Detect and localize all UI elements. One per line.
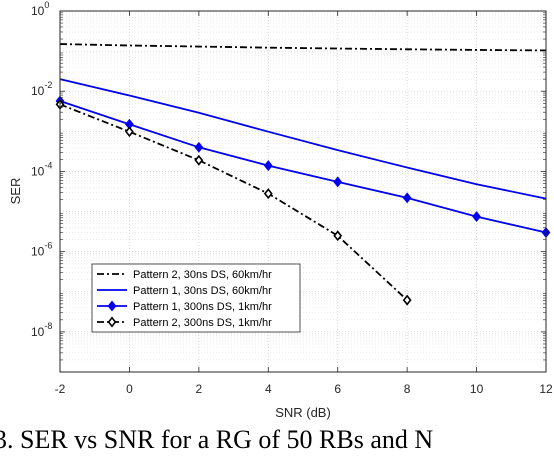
x-tick-labels: -2 0 2 4 6 8 10 12 xyxy=(55,382,553,396)
y-tick-label: 10-4 xyxy=(31,160,52,178)
x-tick-label: 2 xyxy=(196,382,203,396)
x-tick-label: 6 xyxy=(334,382,341,396)
series-2 xyxy=(59,78,547,200)
series-1 xyxy=(59,43,547,52)
series-line xyxy=(59,103,408,301)
x-tick-label: 12 xyxy=(539,382,553,396)
legend-label: Pattern 2, 300ns DS, 1km/hr xyxy=(133,317,272,329)
y-tick-base: 10 xyxy=(31,84,45,98)
data-point xyxy=(402,192,412,204)
legend-label: Pattern 1, 30ns DS, 60km/hr xyxy=(133,285,272,297)
series-3 xyxy=(55,95,551,239)
y-tick-exponent: -6 xyxy=(44,241,52,251)
legend-box xyxy=(91,263,301,333)
data-point xyxy=(333,176,343,188)
legend-marker xyxy=(107,316,117,328)
series-4 xyxy=(55,98,412,306)
y-tick-exponent: 0 xyxy=(44,0,49,10)
data-point xyxy=(472,211,481,223)
y-tick-label: 10-8 xyxy=(31,321,52,339)
series-layer xyxy=(55,43,551,306)
y-tick-base: 10 xyxy=(31,325,45,339)
x-tick-label: 10 xyxy=(470,382,484,396)
x-tick-label: 0 xyxy=(126,382,133,396)
data-point xyxy=(402,294,412,306)
y-tick-base: 10 xyxy=(31,245,45,259)
y-tick-base: 10 xyxy=(31,164,45,178)
x-axis-title: SNR (dB) xyxy=(275,405,331,420)
x-tick-label: -2 xyxy=(55,382,66,396)
figure-caption: 3. SER vs SNR for a RG of 50 RBs and N xyxy=(0,425,434,454)
legend-marker xyxy=(107,300,117,312)
data-point xyxy=(194,141,204,153)
y-axis-title: SER xyxy=(8,178,23,205)
y-tick-exponent: -2 xyxy=(44,80,52,90)
x-tick-label: 8 xyxy=(404,382,411,396)
series-line xyxy=(59,78,547,200)
series-line xyxy=(59,43,547,52)
axis-ticks xyxy=(59,10,547,372)
y-tick-label: 100 xyxy=(31,0,49,18)
y-tick-exponent: -4 xyxy=(44,160,52,170)
legend-label: Pattern 1, 300ns DS, 1km/hr xyxy=(133,301,272,313)
y-tick-exponent: -8 xyxy=(44,321,52,331)
data-point xyxy=(333,230,343,242)
series-line xyxy=(59,100,547,234)
y-tick-label: 10-2 xyxy=(31,80,52,98)
x-tick-label: 4 xyxy=(265,382,272,396)
y-tick-base: 10 xyxy=(31,4,45,18)
legend-label: Pattern 2, 30ns DS, 60km/hr xyxy=(133,269,272,281)
y-tick-label: 10-6 xyxy=(31,241,52,259)
data-point xyxy=(263,160,273,172)
data-point xyxy=(194,154,204,166)
data-point xyxy=(263,188,273,200)
plot-frame xyxy=(59,10,547,373)
data-point xyxy=(125,126,134,138)
legend: Pattern 2, 30ns DS, 60km/hr Pattern 1, 30… xyxy=(91,263,301,333)
